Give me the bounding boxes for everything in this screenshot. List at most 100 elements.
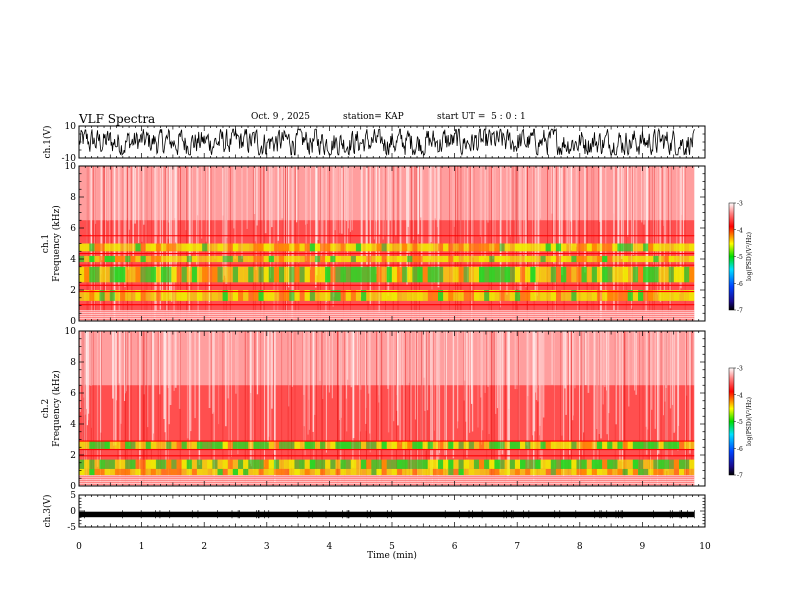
spectrogram-streak (237, 331, 239, 455)
spectrogram-band-cell (525, 255, 531, 263)
spectrogram-streak (632, 166, 634, 255)
spectrogram-streak-dark (287, 331, 289, 486)
spectrogram-streak (416, 331, 418, 481)
spectrogram-streak-dark (463, 331, 464, 486)
spectrogram-streak (424, 331, 426, 411)
spectrogram-streak (658, 331, 660, 454)
spectrogram-band-cell (350, 459, 357, 469)
x-tick-label: 3 (264, 542, 270, 552)
spectrogram-streak (211, 331, 214, 414)
spectrogram-band-cell (632, 468, 639, 476)
spectrogram-streak (438, 166, 441, 219)
spectrogram-band-cell (99, 290, 105, 301)
spectrogram-band-cell (94, 255, 100, 263)
spectrogram-streak (657, 166, 658, 295)
spectrogram-band-cell (673, 441, 680, 449)
spectrogram-band-cell (443, 468, 449, 476)
spectrogram-streak-dark (146, 331, 148, 486)
spectrogram-band-cell (386, 255, 393, 263)
y-tick-label: 8 (70, 193, 76, 203)
spectrogram-band-cell (407, 468, 413, 476)
spectrogram-streak-dark (366, 331, 367, 486)
spectrogram-streak (496, 331, 499, 409)
spectrogram-band-cell (673, 290, 680, 301)
spectrogram-band-cell (607, 441, 613, 449)
spectrogram-streak (683, 166, 684, 266)
spectrogram-streak (128, 166, 130, 230)
spectrogram-streak (593, 331, 595, 483)
colorbar-tick-label: -3 (737, 366, 743, 373)
spectrogram-band-cell (463, 266, 469, 283)
spectrogram-streak (514, 166, 516, 295)
spectrogram-band-cell (155, 459, 162, 469)
ch1-ylabel: ch.1(V) (42, 126, 53, 159)
spectrogram-band-cell (627, 459, 634, 469)
spectrogram-streak-dark (649, 331, 650, 486)
spectrogram-streak (270, 331, 272, 441)
spectrogram-band-cell (243, 266, 249, 283)
spectrogram-streak (147, 331, 149, 428)
spectrogram-band-cell (443, 441, 449, 449)
spectrogram-band-cell (309, 243, 316, 252)
spectrogram-streak (500, 331, 502, 451)
spectrogram-band-cell (566, 255, 572, 263)
spectrogram-band-cell (263, 255, 269, 263)
spectrogram-band-cell (325, 441, 331, 449)
spectrogram-band-cell (299, 468, 305, 476)
spectrogram-streak (536, 166, 538, 296)
spectrogram-streak (423, 331, 426, 378)
spectrogram-band-cell (330, 468, 336, 476)
spectrogram-streak (339, 331, 340, 420)
spectrogram-band-cell (448, 266, 454, 283)
spectrogram-streak-dark (144, 331, 145, 486)
spectrogram-band-cell (166, 459, 172, 469)
spectrogram-band-cell (340, 266, 346, 283)
spectrogram-band-cell (243, 255, 249, 263)
spectrogram-band-cell (376, 468, 382, 476)
spectrogram-band-cell (104, 459, 110, 469)
spectrogram-band-cell (268, 441, 275, 449)
spectrogram-band-cell (150, 290, 157, 301)
spectrogram-streak (466, 331, 468, 445)
spectrogram-band-cell (366, 266, 372, 283)
spectrogram-streak (226, 166, 228, 238)
spectrogram-band-cell (89, 468, 95, 476)
spectrogram-streak (542, 331, 545, 418)
spectrogram-streak-dark (396, 331, 397, 486)
spectrogram-band-cell (176, 266, 182, 283)
spectrogram-streak (651, 331, 653, 410)
spectrogram-band-cell (586, 243, 593, 252)
spectrogram-band-cell (325, 266, 331, 283)
spectrogram-streak (407, 166, 408, 273)
spectrogram-band-cell (571, 468, 577, 476)
spectrogram-band-cell (89, 290, 95, 301)
spectrogram-band-cell (571, 255, 577, 263)
spectrogram-streak-dark (409, 331, 411, 486)
spectrogram-band-cell (191, 266, 198, 283)
spectrogram-band-cell (540, 243, 546, 252)
spectrogram-band-cell (494, 255, 500, 263)
chart-title: VLF Spectra (79, 112, 156, 126)
spectrogram-band-cell (396, 243, 403, 252)
spectrogram-band-cell (130, 441, 136, 449)
spectrogram-band-cell (448, 243, 454, 252)
spectrogram-streak (551, 166, 553, 214)
spectrogram-band-cell (479, 243, 485, 252)
spectrogram-band-cell (663, 255, 669, 263)
spectrogram-streak-dark (360, 331, 361, 486)
spectrogram-band-cell (576, 441, 582, 449)
spectrogram-band-cell (284, 290, 290, 301)
spectrogram-streak (264, 331, 265, 468)
spectrogram-streak (524, 166, 526, 263)
spectrogram-band-cell (130, 459, 136, 469)
spectrogram-band-cell (581, 441, 587, 449)
spectrogram-streak (352, 331, 355, 439)
colorbar-label: log(PSD)(V²/Hz) (746, 397, 753, 446)
spectrogram-streak (569, 331, 571, 455)
spectrogram-band-cell (212, 290, 218, 301)
spectrogram-streak (533, 331, 535, 482)
spectrogram-band-cell (273, 459, 280, 469)
spectrogram-band-cell (196, 468, 203, 476)
spectrogram-band-cell (217, 459, 223, 469)
spectrogram-band-cell (355, 290, 362, 301)
